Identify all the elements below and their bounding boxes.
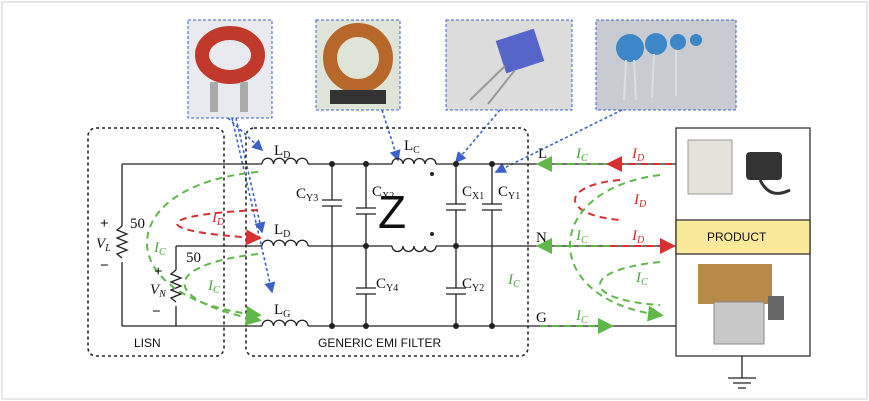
label-lg: LG [274,302,290,320]
minus-vl: − [100,258,109,274]
label-ic-lisn: IC [153,240,166,258]
label-id-product: ID [633,192,647,210]
toroid-inductor-photo [188,20,272,118]
label-ic-n: IC [575,228,588,246]
label-ic-lisn-inner: IC [207,278,220,296]
label-r2: 50 [186,250,201,266]
x-capacitor-photo [446,20,572,110]
label-cy4: CY4 [376,276,398,294]
label-r1: 50 [130,216,145,232]
cap-cy4 [356,246,376,326]
label-line-g: G [536,310,547,326]
inductor-lc-bottom [392,246,436,252]
label-ic-filter: IC [507,272,520,290]
inductor-ld-mid [262,240,308,246]
cap-cx2 [356,164,376,246]
pointer-lg [232,118,272,292]
label-ld-top: LD [274,143,290,161]
filter-block [246,128,528,356]
cap-cx1 [446,164,466,246]
loop-id-product [575,180,620,220]
label-ic-product: IC [635,270,648,288]
label-cy2: CY2 [462,276,484,294]
inductor-lg [262,320,308,326]
ground-symbol [728,356,756,388]
label-line-l: L [538,146,547,162]
label-vn: VN [150,282,167,300]
label-line-n: N [536,230,547,246]
label-cy3: CY3 [296,186,318,204]
y-capacitors-photo [596,20,736,110]
resistor-r1 [117,226,127,258]
label-cx1: CX1 [462,184,484,202]
label-ld-mid: LD [274,222,290,240]
label-product: PRODUCT [707,230,767,244]
label-id-l: ID [631,146,645,164]
plus-vl: + [100,216,109,232]
common-mode-choke-photo [316,20,400,110]
label-id-n: ID [631,228,645,246]
label-ic-l: IC [575,146,588,164]
label-cy1: CY1 [498,184,520,202]
label-lc: LC [404,138,420,156]
label-filter: GENERIC EMI FILTER [318,336,441,350]
cap-cy3 [322,164,342,326]
pointer-cx [456,110,500,162]
pointer-ld-top [228,118,262,150]
loop-ic-product-inner [600,262,660,305]
label-ic-g: IC [575,308,588,326]
label-vl: VL [96,236,111,254]
pointer-lc [382,110,398,160]
label-lisn: LISN [134,336,161,350]
pointer-cy [496,110,622,172]
minus-vn: − [152,304,161,320]
plus-vn: + [154,264,163,280]
